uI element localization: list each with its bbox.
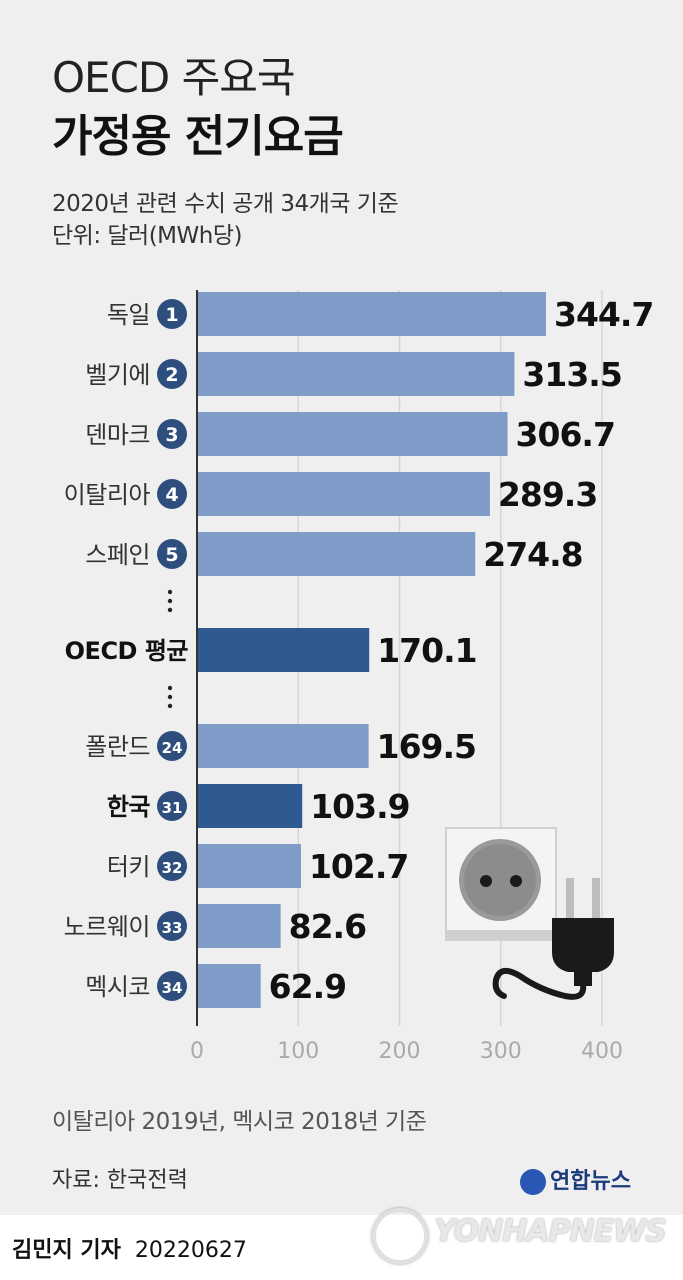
category-label: 독일 [107, 301, 150, 329]
category-label: 덴마크 [85, 421, 150, 449]
x-tick-label: 300 [480, 1039, 522, 1064]
category-label: 터키 [107, 853, 150, 881]
bar [198, 352, 515, 396]
category-label: 노르웨이 [64, 913, 150, 941]
rank-badge [157, 971, 187, 1001]
ellipsis-dot [167, 589, 173, 595]
bar [198, 784, 303, 828]
rank-number: 3 [165, 424, 178, 446]
category-label: 벨기에 [85, 361, 150, 389]
brand-name: 연합뉴스 [550, 1169, 631, 1194]
category-label: OECD 평균 [65, 637, 189, 665]
rank-number: 1 [165, 304, 178, 326]
value-label: 289.3 [498, 475, 597, 514]
bar [198, 532, 476, 576]
category-label: 스페인 [85, 541, 150, 569]
bar [198, 724, 369, 768]
value-label: 170.1 [377, 631, 476, 670]
bar [198, 412, 508, 456]
brand-mark-icon [520, 1169, 546, 1195]
x-tick-label: 100 [277, 1039, 319, 1064]
category-label: 한국 [107, 793, 151, 821]
x-tick-label: 0 [190, 1039, 204, 1064]
ellipsis-dot [167, 607, 173, 613]
rank-number: 24 [162, 739, 183, 757]
category-label: 이탈리아 [64, 481, 151, 509]
rank-badge [157, 539, 187, 569]
rank-badge [157, 731, 187, 761]
rank-number: 5 [165, 544, 178, 566]
rank-badge [157, 911, 187, 941]
ellipsis-dot [167, 685, 173, 691]
rank-badge [157, 419, 187, 449]
bar [198, 904, 281, 948]
footnote: 이탈리아 2019년, 멕시코 2018년 기준 [52, 1109, 427, 1135]
x-tick-label: 200 [379, 1039, 421, 1064]
x-tick-label: 400 [581, 1039, 623, 1064]
value-label: 102.7 [309, 847, 408, 886]
watermark: YONHAPNEWS [372, 1200, 672, 1270]
rank-number: 34 [162, 979, 183, 997]
category-label: 폴란드 [85, 733, 150, 761]
title-line-1: OECD 주요국 [52, 53, 296, 102]
rank-badge [157, 299, 187, 329]
watermark-circle-icon [372, 1208, 428, 1264]
value-label: 274.8 [483, 535, 582, 574]
watermark-text: YONHAPNEWS [434, 1214, 667, 1249]
ellipsis-dot [167, 703, 173, 709]
value-label: 82.6 [289, 907, 366, 946]
rank-badge [157, 359, 187, 389]
value-label: 103.9 [310, 787, 409, 826]
rank-badge [157, 479, 187, 509]
rank-number: 32 [162, 859, 183, 877]
rank-number: 31 [162, 799, 183, 817]
bar [198, 964, 261, 1008]
rank-badge [157, 851, 187, 881]
value-label: 313.5 [522, 355, 621, 394]
title-line-2: 가정용 전기요금 [52, 111, 344, 162]
rank-number: 2 [165, 364, 178, 386]
bar [198, 628, 370, 672]
ellipsis-dot [167, 598, 173, 604]
brand-logo: 연합뉴스 [520, 1163, 631, 1195]
ellipsis-dot [167, 694, 173, 700]
rank-number: 4 [165, 484, 178, 506]
infographic-card: OECD 주요국 가정용 전기요금 2020년 관련 수치 공개 34개국 기준… [0, 0, 683, 1215]
value-label: 306.7 [516, 415, 615, 454]
value-label: 62.9 [269, 967, 346, 1006]
reporter-name: 김민지 기자 [12, 1238, 121, 1263]
source-label: 자료: 한국전력 [52, 1168, 188, 1193]
subtitle-basis: 2020년 관련 수치 공개 34개국 기준 [52, 191, 399, 217]
value-label: 169.5 [377, 727, 476, 766]
bar [198, 472, 490, 516]
category-label: 멕시코 [85, 973, 150, 1001]
byline: 김민지 기자 20220627 [12, 1232, 247, 1264]
power-outlet-icon [445, 827, 614, 1000]
bar-chart: 0 100 200 300 400 344.7 1 독일 313.5 2 벨기에 306.7 3 덴마크 2… [64, 290, 654, 1064]
publish-date: 20220627 [134, 1238, 247, 1263]
subtitle-unit: 단위: 달러(MWh당) [52, 223, 242, 249]
value-label: 344.7 [554, 295, 653, 334]
bar [198, 844, 301, 888]
rank-number: 33 [162, 919, 183, 937]
bar [198, 292, 547, 336]
rank-badge [157, 791, 187, 821]
